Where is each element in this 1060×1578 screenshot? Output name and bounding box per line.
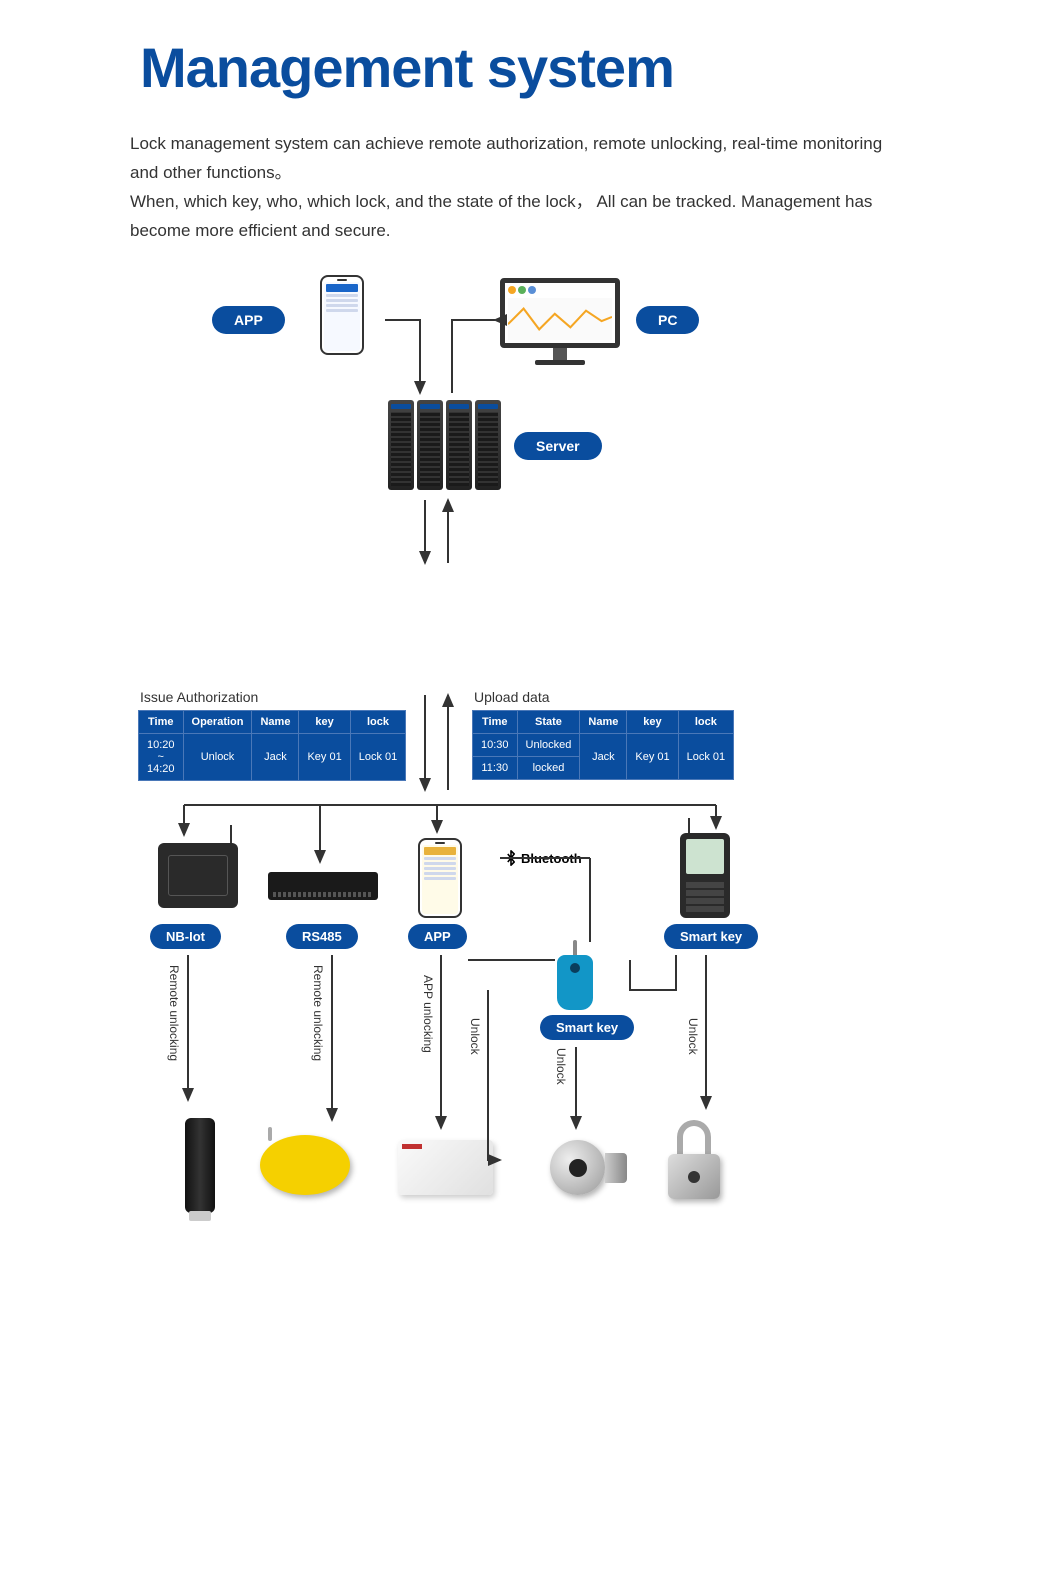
app2-label: APP: [408, 924, 467, 949]
td: Key 01: [299, 734, 350, 781]
td: Jack: [580, 734, 627, 780]
td: locked: [517, 757, 580, 780]
page-title: Management system: [140, 35, 674, 100]
remote-unlocking-1: Remote unlocking: [167, 965, 181, 1061]
th: Operation: [183, 711, 252, 734]
key-fob-icon: [557, 955, 593, 1010]
td: Lock 01: [678, 734, 734, 780]
remote-unlocking-2: Remote unlocking: [311, 965, 325, 1061]
server-label: Server: [514, 432, 602, 460]
padlock-icon: [668, 1120, 720, 1199]
unlock-1: Unlock: [468, 1018, 482, 1055]
td: Unlock: [183, 734, 252, 781]
issue-auth-table: Time Operation Name key lock 10:20 ~ 14:…: [138, 710, 406, 781]
unlock-3: Unlock: [686, 1018, 700, 1055]
upload-data-title: Upload data: [474, 689, 550, 705]
rs485-label: RS485: [286, 924, 358, 949]
plate-lock-icon: [260, 1135, 360, 1200]
unlock-2: Unlock: [554, 1048, 568, 1085]
th: key: [627, 711, 678, 734]
td: 10:30: [473, 734, 518, 757]
bluetooth-label: Bluetooth: [504, 850, 582, 866]
app-unlocking: APP unlocking: [421, 975, 435, 1053]
th: lock: [678, 711, 734, 734]
td: Lock 01: [350, 734, 406, 781]
td: Jack: [252, 734, 299, 781]
td: Key 01: [627, 734, 678, 780]
th: Time: [473, 711, 518, 734]
issue-auth-title: Issue Authorization: [140, 689, 258, 705]
th: key: [299, 711, 350, 734]
th: State: [517, 711, 580, 734]
smartkey-mid-label: Smart key: [540, 1015, 634, 1040]
th: Time: [139, 711, 184, 734]
monitor-icon: [500, 278, 620, 365]
box-lock-icon: [398, 1140, 493, 1195]
cylinder-lock-icon: [550, 1140, 605, 1195]
rs485-device-icon: [268, 872, 378, 900]
description-text: Lock management system can achieve remot…: [130, 130, 910, 246]
smartkey-top-label: Smart key: [664, 924, 758, 949]
upload-data-table: Time State Name key lock 10:30 Unlocked …: [472, 710, 734, 780]
server-icon: [388, 400, 501, 490]
bluetooth-text: Bluetooth: [521, 851, 582, 866]
app-phone-icon: [418, 838, 462, 918]
app-label: APP: [212, 306, 285, 334]
smartkey-reader-icon: [680, 833, 730, 918]
phone-icon: [320, 275, 364, 355]
td: 10:20 ~ 14:20: [139, 734, 184, 781]
nbiot-label: NB-Iot: [150, 924, 221, 949]
th: Name: [580, 711, 627, 734]
th: lock: [350, 711, 406, 734]
td: 11:30: [473, 757, 518, 780]
nbiot-device-icon: [158, 843, 238, 908]
th: Name: [252, 711, 299, 734]
handle-lock-icon: [185, 1118, 215, 1213]
pc-label: PC: [636, 306, 699, 334]
td: Unlocked: [517, 734, 580, 757]
